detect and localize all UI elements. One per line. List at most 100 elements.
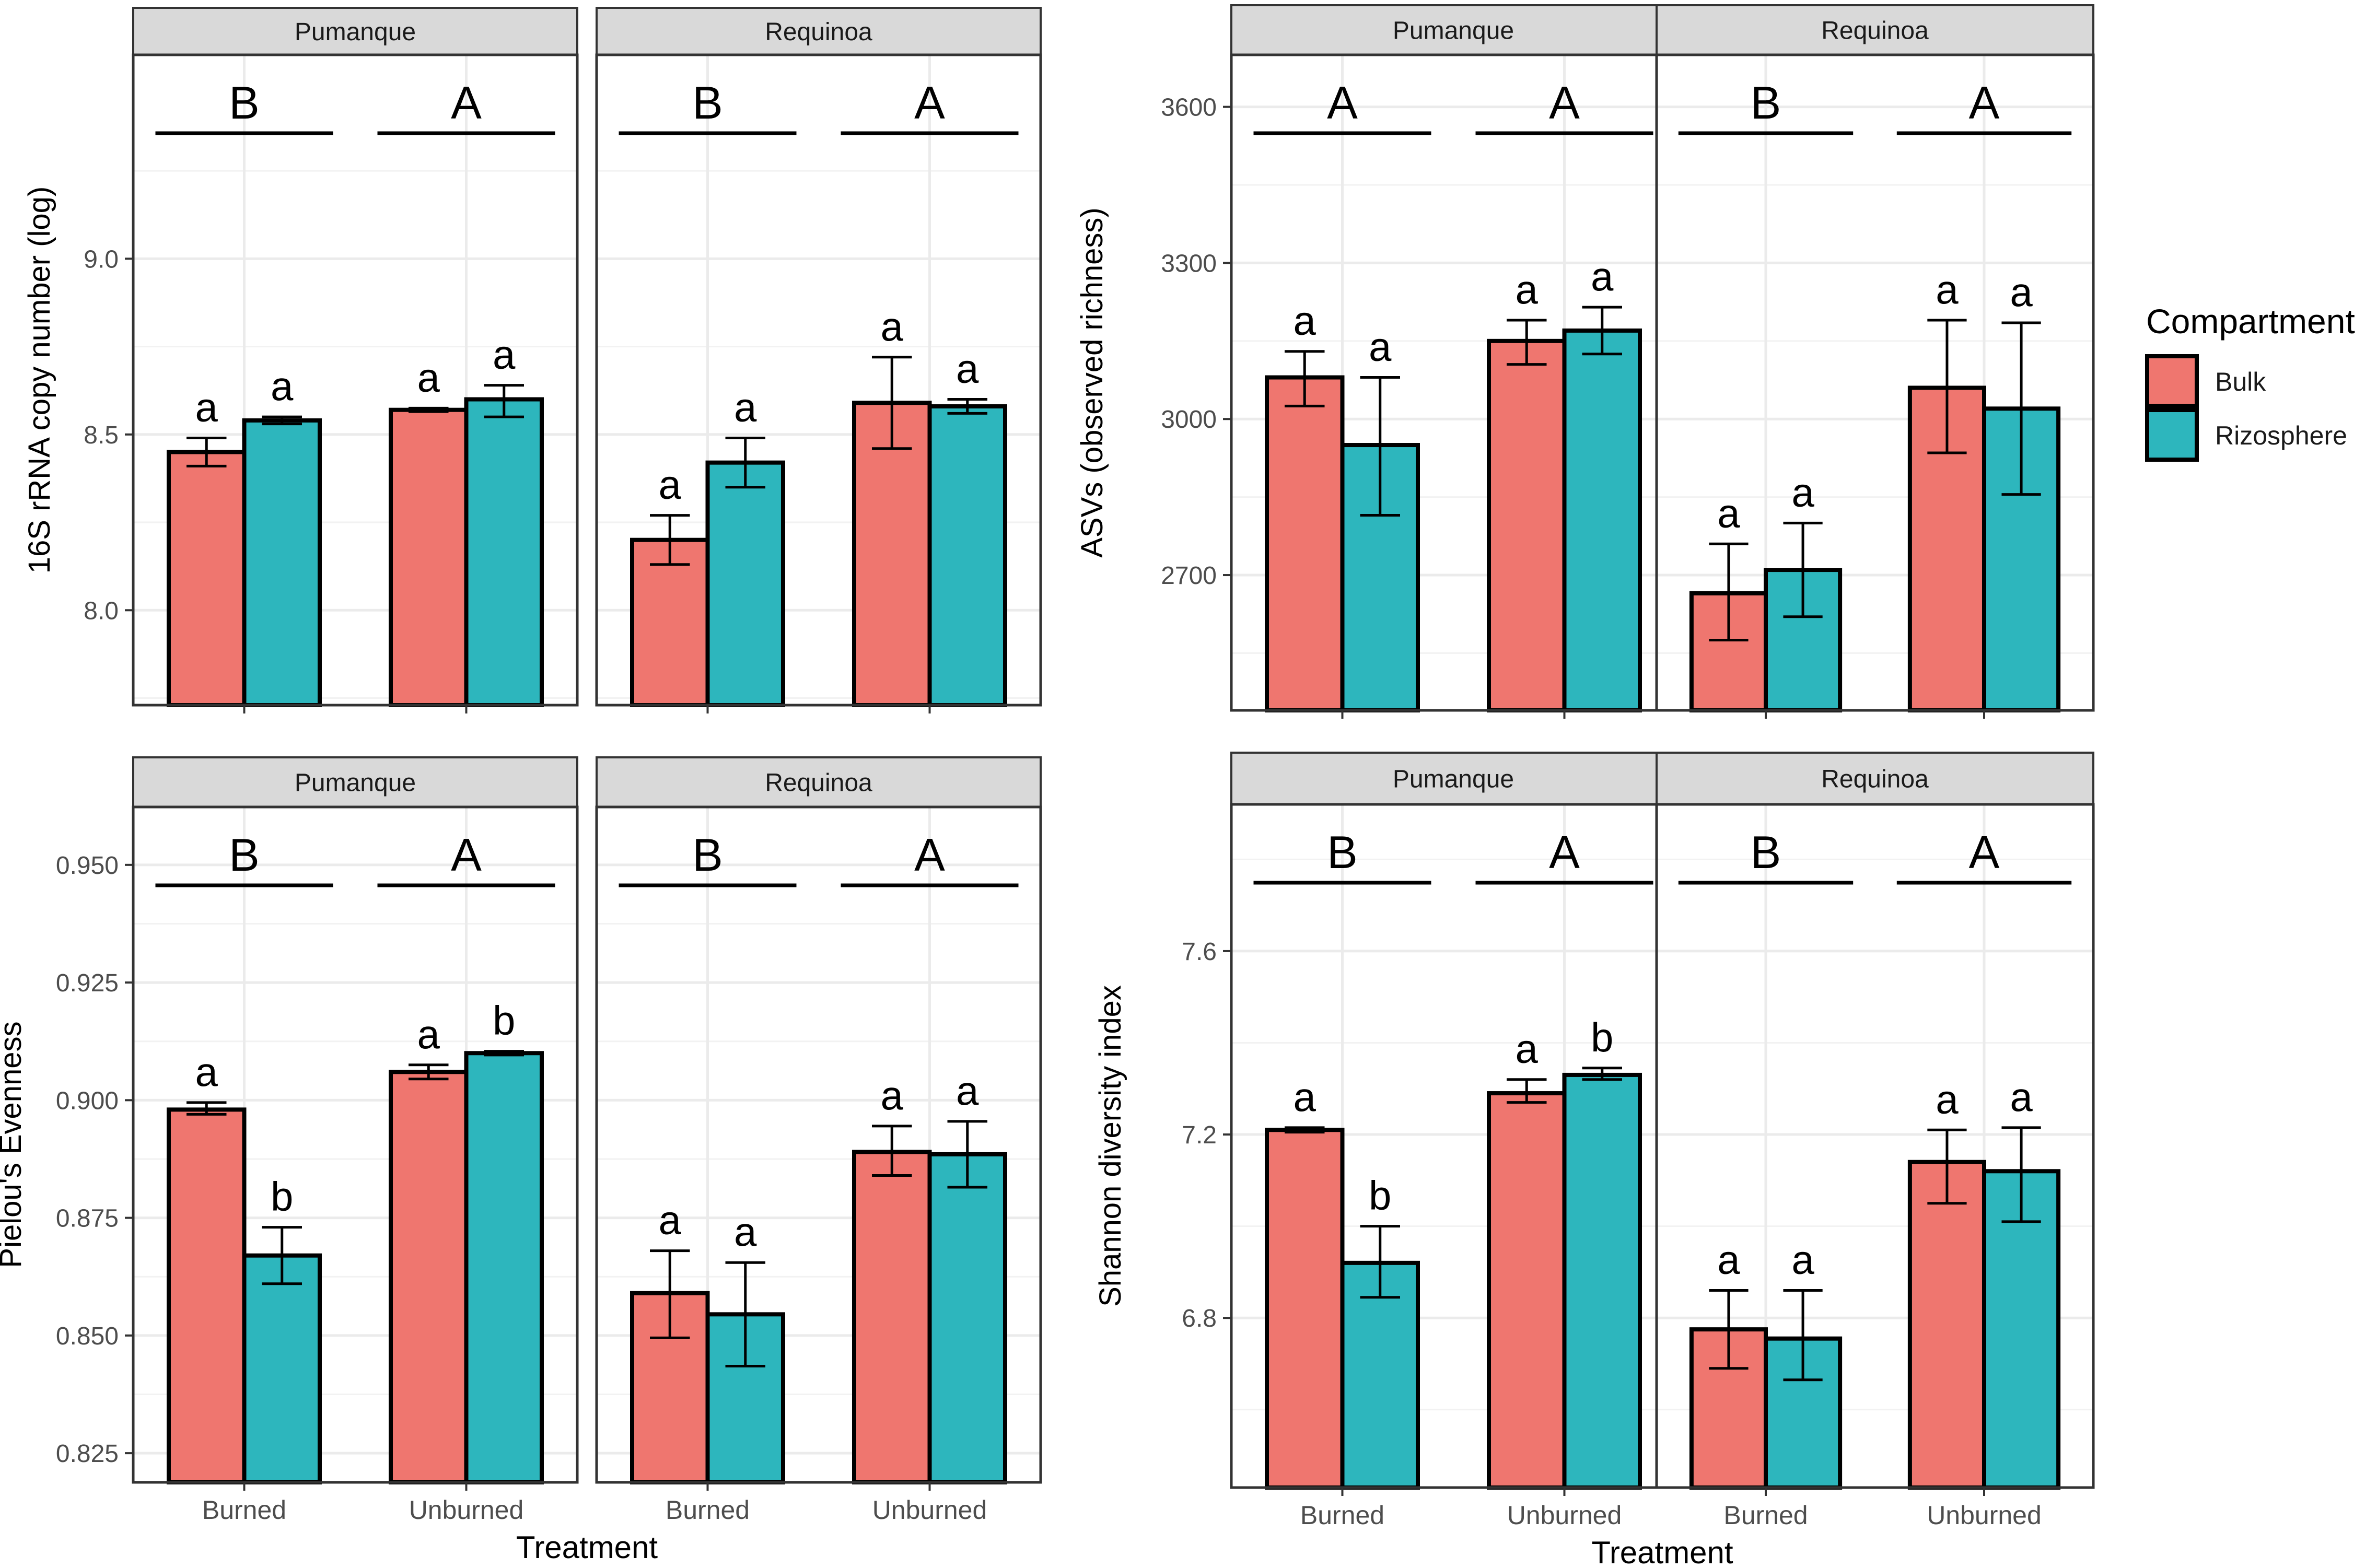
facet-strip-label: Pumanque <box>295 18 416 46</box>
chart-1: 16S rRNA copy number (log) 8.0 8.5 9.0 Puman… <box>22 7 1042 713</box>
facet-strip <box>596 756 1042 808</box>
group-significance-label: A <box>914 829 945 881</box>
group-significance-label: B <box>1327 826 1358 878</box>
bar-significance-label: a <box>881 303 904 349</box>
facet-strip-label: Requinoa <box>1821 17 1929 45</box>
error-bar <box>650 1249 690 1339</box>
legend-label: Rizosphere <box>2215 421 2347 450</box>
bar-significance-label: a <box>1516 266 1539 312</box>
group-significance-label: B <box>229 77 260 128</box>
x-tick-label: Burned <box>666 1495 750 1525</box>
y-tick-label: 3600 <box>1161 94 1217 122</box>
bar-rizosphere <box>927 404 1007 707</box>
panel-requinoa: Requinoa a a B Burned a a A Unburned <box>595 756 1042 1525</box>
bar-rizosphere <box>705 460 785 707</box>
bar-bulk <box>1907 1160 1986 1490</box>
error-bar <box>1783 521 1823 618</box>
error-bar <box>262 1226 302 1285</box>
bar-significance-label: b <box>271 1174 293 1220</box>
facet-strip-label: Requinoa <box>1821 766 1929 793</box>
y-tick-label: 3000 <box>1161 406 1217 434</box>
error-bar <box>725 437 765 489</box>
legend-swatch-rizosphere <box>2145 408 2199 462</box>
legend-title: Compartment <box>2146 302 2355 341</box>
error-bar <box>409 1063 449 1081</box>
facet-strip-label: Pumanque <box>1393 17 1514 45</box>
y-tick-label: 8.5 <box>84 422 119 449</box>
y-tick-label: 0.950 <box>56 852 119 880</box>
error-bar <box>1507 1078 1547 1104</box>
bar-significance-label: a <box>1369 324 1392 370</box>
x-tick-label: Unburned <box>1507 1501 1622 1530</box>
bar-significance-label: b <box>1369 1173 1391 1219</box>
bar-significance-label: a <box>417 354 440 400</box>
bar-significance-label: b <box>493 998 515 1044</box>
y-tick-label: 0.875 <box>56 1205 119 1233</box>
panel-border <box>1655 53 2095 712</box>
bar-rizosphere <box>242 418 322 707</box>
bar-significance-label: b <box>1591 1014 1613 1060</box>
y-tick-label: 6.8 <box>1182 1305 1217 1332</box>
chart-3: Pielou's Evenness 0.825 0.850 0.875 0.900 0.9… <box>0 756 1042 1565</box>
bar-bulk <box>389 1070 469 1485</box>
facet-strip-label: Requinoa <box>765 18 872 46</box>
panel-border <box>1655 803 2095 1489</box>
panel-requinoa: Requinoa a a Ba a A <box>595 7 1042 713</box>
bar-significance-label: a <box>2010 1074 2033 1120</box>
group-significance-label: A <box>1969 77 2000 128</box>
bar-significance-label: a <box>2010 269 2033 315</box>
bar-significance-label: a <box>1791 1237 1814 1283</box>
bar-significance-label: a <box>1294 1074 1316 1120</box>
y-tick-label: 0.825 <box>56 1440 119 1468</box>
group-significance-label: A <box>914 77 945 128</box>
legend-label: Bulk <box>2215 367 2266 396</box>
bar-rizosphere <box>1340 1260 1420 1490</box>
error-bar <box>1582 306 1622 356</box>
bar-bulk <box>852 1150 932 1485</box>
bar-bulk <box>389 407 469 707</box>
panel-requinoa: Requinoa a a B Burned a a A Unburned <box>1655 752 2095 1530</box>
error-bar <box>2001 1126 2041 1223</box>
bar-significance-label: a <box>1516 1026 1539 1072</box>
bar-significance-label: a <box>1717 490 1740 536</box>
error-bar <box>1285 1126 1325 1134</box>
error-bar <box>725 1261 765 1367</box>
y-tick-label: 2700 <box>1161 562 1217 590</box>
error-bar <box>650 514 690 566</box>
panel-pumanque: Pumanque a a Ba a A <box>132 7 579 713</box>
group-significance-label: B <box>1751 826 1781 878</box>
chart-4: Shannon diversity index 6.8 7.2 7.6 Pumanque… <box>1093 752 2095 1568</box>
y-tick-label: 0.850 <box>56 1323 119 1350</box>
bar-bulk <box>1487 338 1567 712</box>
panel-requinoa: Requinoa a a Ba a A <box>1655 4 2095 719</box>
error-bar <box>409 406 449 413</box>
x-tick-label: Burned <box>1723 1501 1808 1530</box>
x-axis-title: Treatment <box>516 1530 658 1565</box>
bar-rizosphere <box>1562 1072 1642 1490</box>
facet-strip-label: Requinoa <box>765 769 872 797</box>
bar-bulk <box>1265 375 1345 712</box>
error-bar <box>872 356 912 450</box>
bar-significance-label: a <box>1936 1076 1959 1122</box>
error-bar <box>262 415 302 426</box>
bar-bulk <box>167 450 247 707</box>
x-tick-label: Burned <box>1300 1501 1384 1530</box>
error-bar <box>187 437 227 467</box>
bar-significance-label: a <box>1717 1237 1740 1283</box>
bar-significance-label: a <box>271 363 294 409</box>
bar-rizosphere <box>464 397 544 707</box>
panel-pumanque: Pumanque a a Aa a A <box>1230 4 1677 719</box>
group-significance-label: B <box>229 829 260 881</box>
error-bar <box>1783 1289 1823 1382</box>
group-significance-label: A <box>1327 77 1358 128</box>
error-bar <box>2001 321 2041 496</box>
error-bar <box>1285 350 1325 407</box>
bar-significance-label: a <box>881 1072 904 1118</box>
facet-strip <box>1230 752 1676 805</box>
x-axis-title: Treatment <box>1591 1535 1733 1568</box>
bar-significance-label: a <box>1591 253 1614 299</box>
panel-border <box>595 53 1042 707</box>
bar-significance-label: a <box>956 346 979 392</box>
x-tick-label: Unburned <box>409 1495 524 1525</box>
error-bar <box>1709 542 1749 642</box>
